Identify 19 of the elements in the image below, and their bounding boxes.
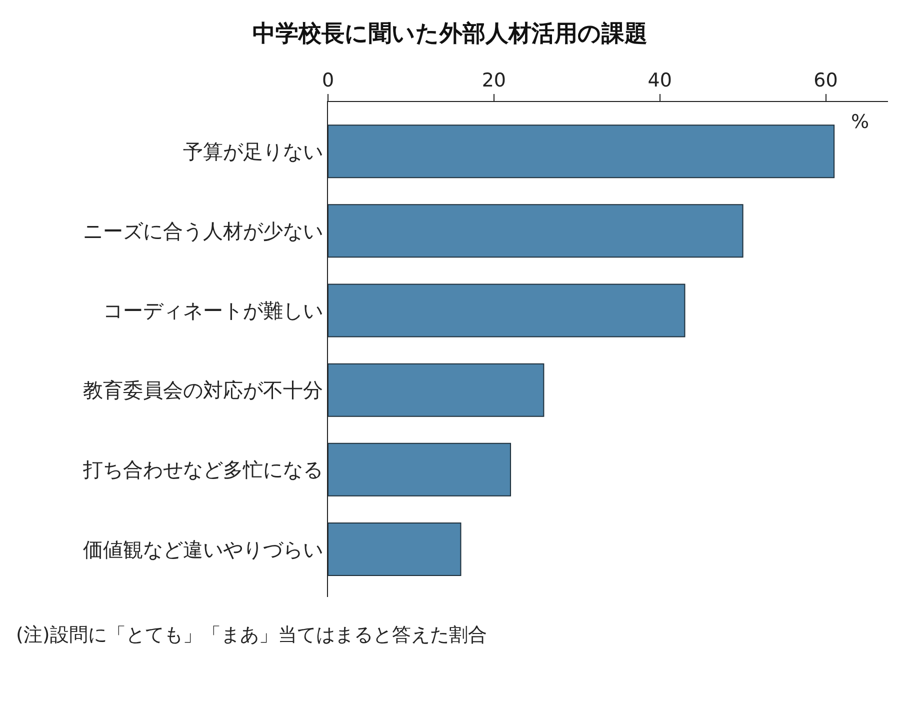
- y-tick-label: コーディネートが難しい: [103, 298, 323, 322]
- x-tick-label: 60: [814, 69, 838, 92]
- x-tick-label: 40: [648, 69, 672, 92]
- bar: [328, 522, 462, 576]
- chart-title: 中学校長に聞いた外部人材活用の課題: [252, 20, 648, 47]
- x-tick-label: 20: [482, 69, 506, 92]
- bar: [328, 204, 744, 258]
- bar: [328, 442, 512, 496]
- y-tick-label: 予算が足りない: [183, 139, 323, 164]
- bar: [328, 363, 544, 417]
- y-tick-label: 教育委員会の対応が不十分: [83, 378, 323, 402]
- y-tick-label: 価値観など違いやりづらい: [83, 537, 323, 562]
- x-tick-label: 0: [322, 69, 334, 92]
- y-tick-label: 打ち合わせなど多忙になる: [82, 458, 323, 482]
- text: (注)設問に「とても」「まあ」当てはまると答えた割合: [16, 624, 487, 646]
- y-tick-label: ニーズに合う人材が少ない: [83, 218, 323, 243]
- bar: [328, 284, 686, 338]
- bar: [328, 124, 835, 178]
- annotation: %: [851, 111, 870, 133]
